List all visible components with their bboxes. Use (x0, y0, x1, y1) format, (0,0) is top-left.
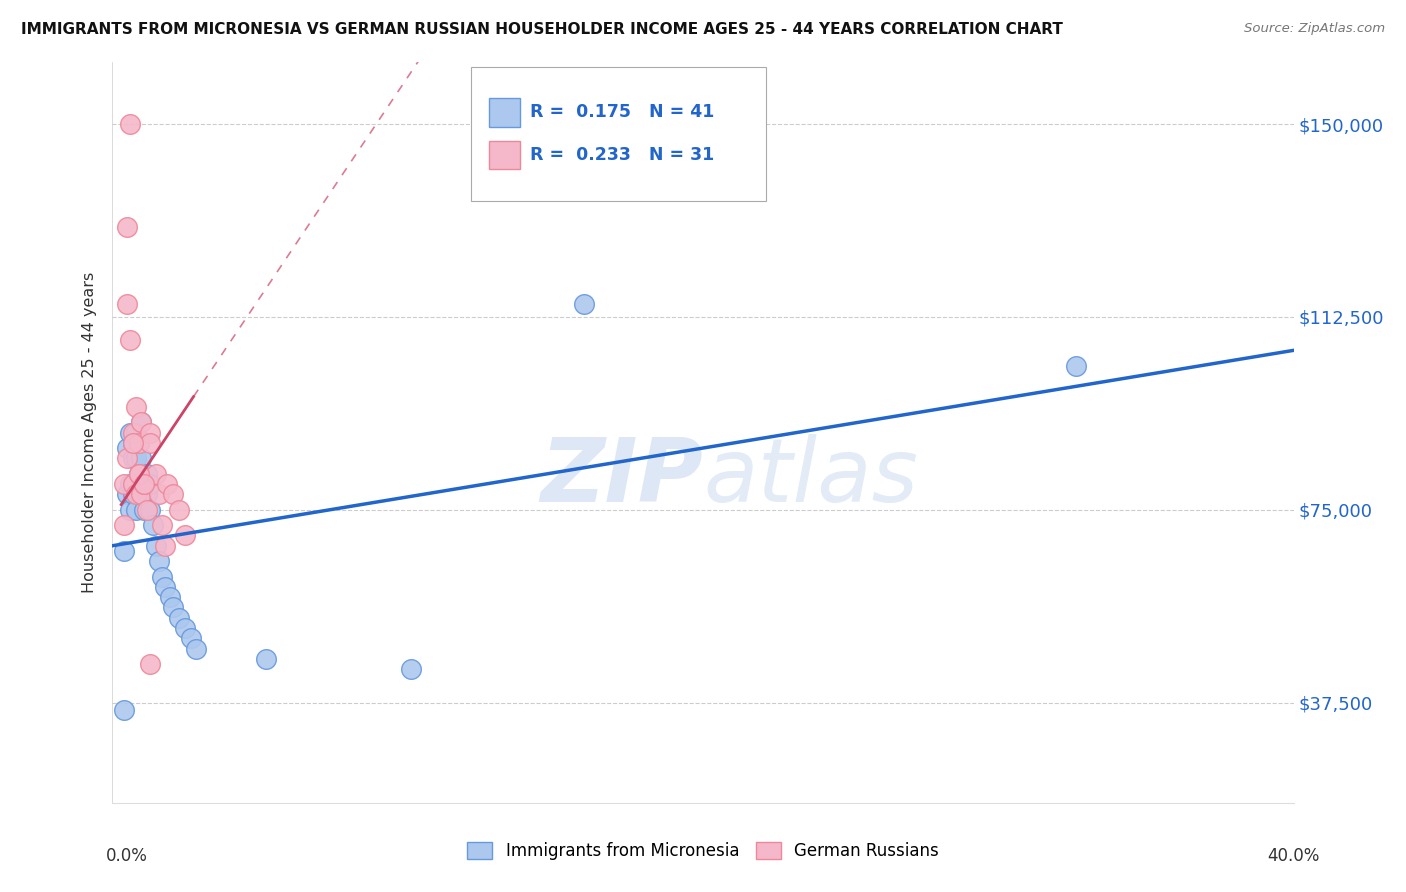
Point (112, 518, 135, 533)
Point (131, 415, 153, 429)
Point (134, 477, 156, 491)
Point (124, 502, 146, 516)
Point (254, 652, 277, 666)
Point (180, 632, 202, 646)
Point (118, 333, 141, 347)
Point (173, 528, 195, 542)
Text: Source: ZipAtlas.com: Source: ZipAtlas.com (1244, 22, 1385, 36)
Text: IMMIGRANTS FROM MICRONESIA VS GERMAN RUSSIAN HOUSEHOLDER INCOME AGES 25 - 44 YEA: IMMIGRANTS FROM MICRONESIA VS GERMAN RUS… (21, 22, 1063, 37)
Point (121, 477, 143, 491)
Point (112, 544, 135, 558)
Point (121, 425, 143, 440)
Point (139, 425, 162, 440)
Point (134, 477, 156, 491)
Point (131, 415, 153, 429)
Point (139, 477, 162, 491)
Point (139, 502, 162, 516)
Point (173, 621, 195, 635)
Point (148, 487, 170, 501)
Point (136, 467, 159, 481)
Point (115, 297, 138, 311)
Point (124, 487, 146, 501)
Point (128, 467, 150, 481)
Point (115, 451, 138, 466)
Point (136, 502, 159, 516)
Text: ZIP: ZIP (540, 434, 703, 521)
Point (145, 539, 167, 553)
Point (167, 502, 190, 516)
Point (148, 554, 170, 568)
Point (128, 487, 150, 501)
Point (167, 610, 190, 624)
Point (128, 467, 150, 481)
Point (112, 703, 135, 717)
Y-axis label: Householder Income Ages 25 - 44 years: Householder Income Ages 25 - 44 years (82, 272, 97, 593)
Point (118, 502, 141, 516)
Point (121, 487, 143, 501)
Point (399, 662, 422, 676)
Text: R =  0.175   N = 41: R = 0.175 N = 41 (530, 103, 714, 121)
Point (118, 117, 141, 131)
Text: 40.0%: 40.0% (1267, 847, 1320, 865)
Point (156, 477, 179, 491)
Point (150, 518, 173, 533)
Text: atlas: atlas (703, 434, 918, 520)
Point (124, 477, 146, 491)
Point (186, 641, 208, 656)
Point (131, 477, 153, 491)
Point (153, 580, 176, 594)
Point (131, 451, 153, 466)
Point (124, 400, 146, 414)
Text: 0.0%: 0.0% (105, 847, 148, 865)
Point (574, 297, 596, 311)
Point (134, 477, 156, 491)
Point (153, 539, 176, 553)
Point (142, 518, 165, 533)
Point (121, 436, 143, 450)
Point (124, 425, 146, 440)
Point (115, 219, 138, 234)
Point (128, 436, 150, 450)
Point (150, 569, 173, 583)
Point (112, 477, 135, 491)
Point (121, 451, 143, 466)
Point (162, 487, 184, 501)
Point (145, 467, 167, 481)
Point (159, 590, 181, 604)
Point (128, 436, 150, 450)
Point (1066, 359, 1088, 373)
Point (131, 487, 153, 501)
Point (118, 425, 141, 440)
Point (139, 657, 162, 671)
Legend: Immigrants from Micronesia, German Russians: Immigrants from Micronesia, German Russi… (458, 834, 948, 869)
Point (115, 487, 138, 501)
Point (134, 502, 156, 516)
Text: R =  0.233   N = 31: R = 0.233 N = 31 (530, 146, 714, 164)
Point (162, 600, 184, 615)
Point (115, 441, 138, 455)
Point (124, 451, 146, 466)
Point (139, 436, 162, 450)
Point (121, 436, 143, 450)
Point (136, 487, 159, 501)
Point (128, 467, 150, 481)
Point (118, 477, 141, 491)
